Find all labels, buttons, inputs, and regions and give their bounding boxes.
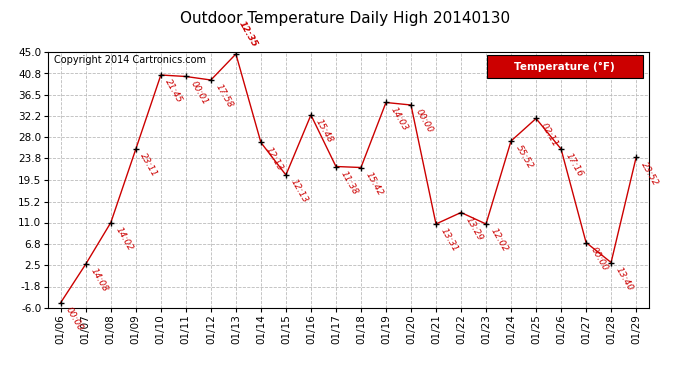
Text: 14:08: 14:08 xyxy=(88,267,110,294)
Text: 15:42: 15:42 xyxy=(364,170,384,197)
Text: 14:03: 14:03 xyxy=(388,105,410,132)
Text: 17:16: 17:16 xyxy=(564,152,584,179)
Text: Temperature (°F): Temperature (°F) xyxy=(514,62,615,72)
Text: 17:58: 17:58 xyxy=(214,83,235,110)
Text: 12:13: 12:13 xyxy=(264,145,284,172)
Text: 00:00: 00:00 xyxy=(589,245,610,272)
Text: Copyright 2014 Cartronics.com: Copyright 2014 Cartronics.com xyxy=(55,55,206,65)
Text: 12:35: 12:35 xyxy=(237,19,259,48)
Text: 15:48: 15:48 xyxy=(314,118,335,145)
FancyBboxPatch shape xyxy=(486,55,642,78)
Text: 02:11: 02:11 xyxy=(539,121,560,148)
Text: 12:13: 12:13 xyxy=(288,178,310,205)
Text: 14:02: 14:02 xyxy=(114,225,135,252)
Text: 00:01: 00:01 xyxy=(188,79,210,106)
Text: 23:11: 23:11 xyxy=(139,152,159,179)
Text: 00:00: 00:00 xyxy=(63,305,84,332)
Text: 11:38: 11:38 xyxy=(339,169,359,196)
Text: 12:02: 12:02 xyxy=(489,227,510,254)
Text: 13:31: 13:31 xyxy=(439,227,460,254)
Text: 21:45: 21:45 xyxy=(164,78,184,105)
Text: 00:00: 00:00 xyxy=(414,108,435,135)
Text: 23:52: 23:52 xyxy=(639,160,660,187)
Text: 13:29: 13:29 xyxy=(464,215,484,242)
Text: 55:52: 55:52 xyxy=(514,144,535,171)
Text: 13:40: 13:40 xyxy=(614,265,635,292)
Text: Outdoor Temperature Daily High 20140130: Outdoor Temperature Daily High 20140130 xyxy=(180,11,510,26)
